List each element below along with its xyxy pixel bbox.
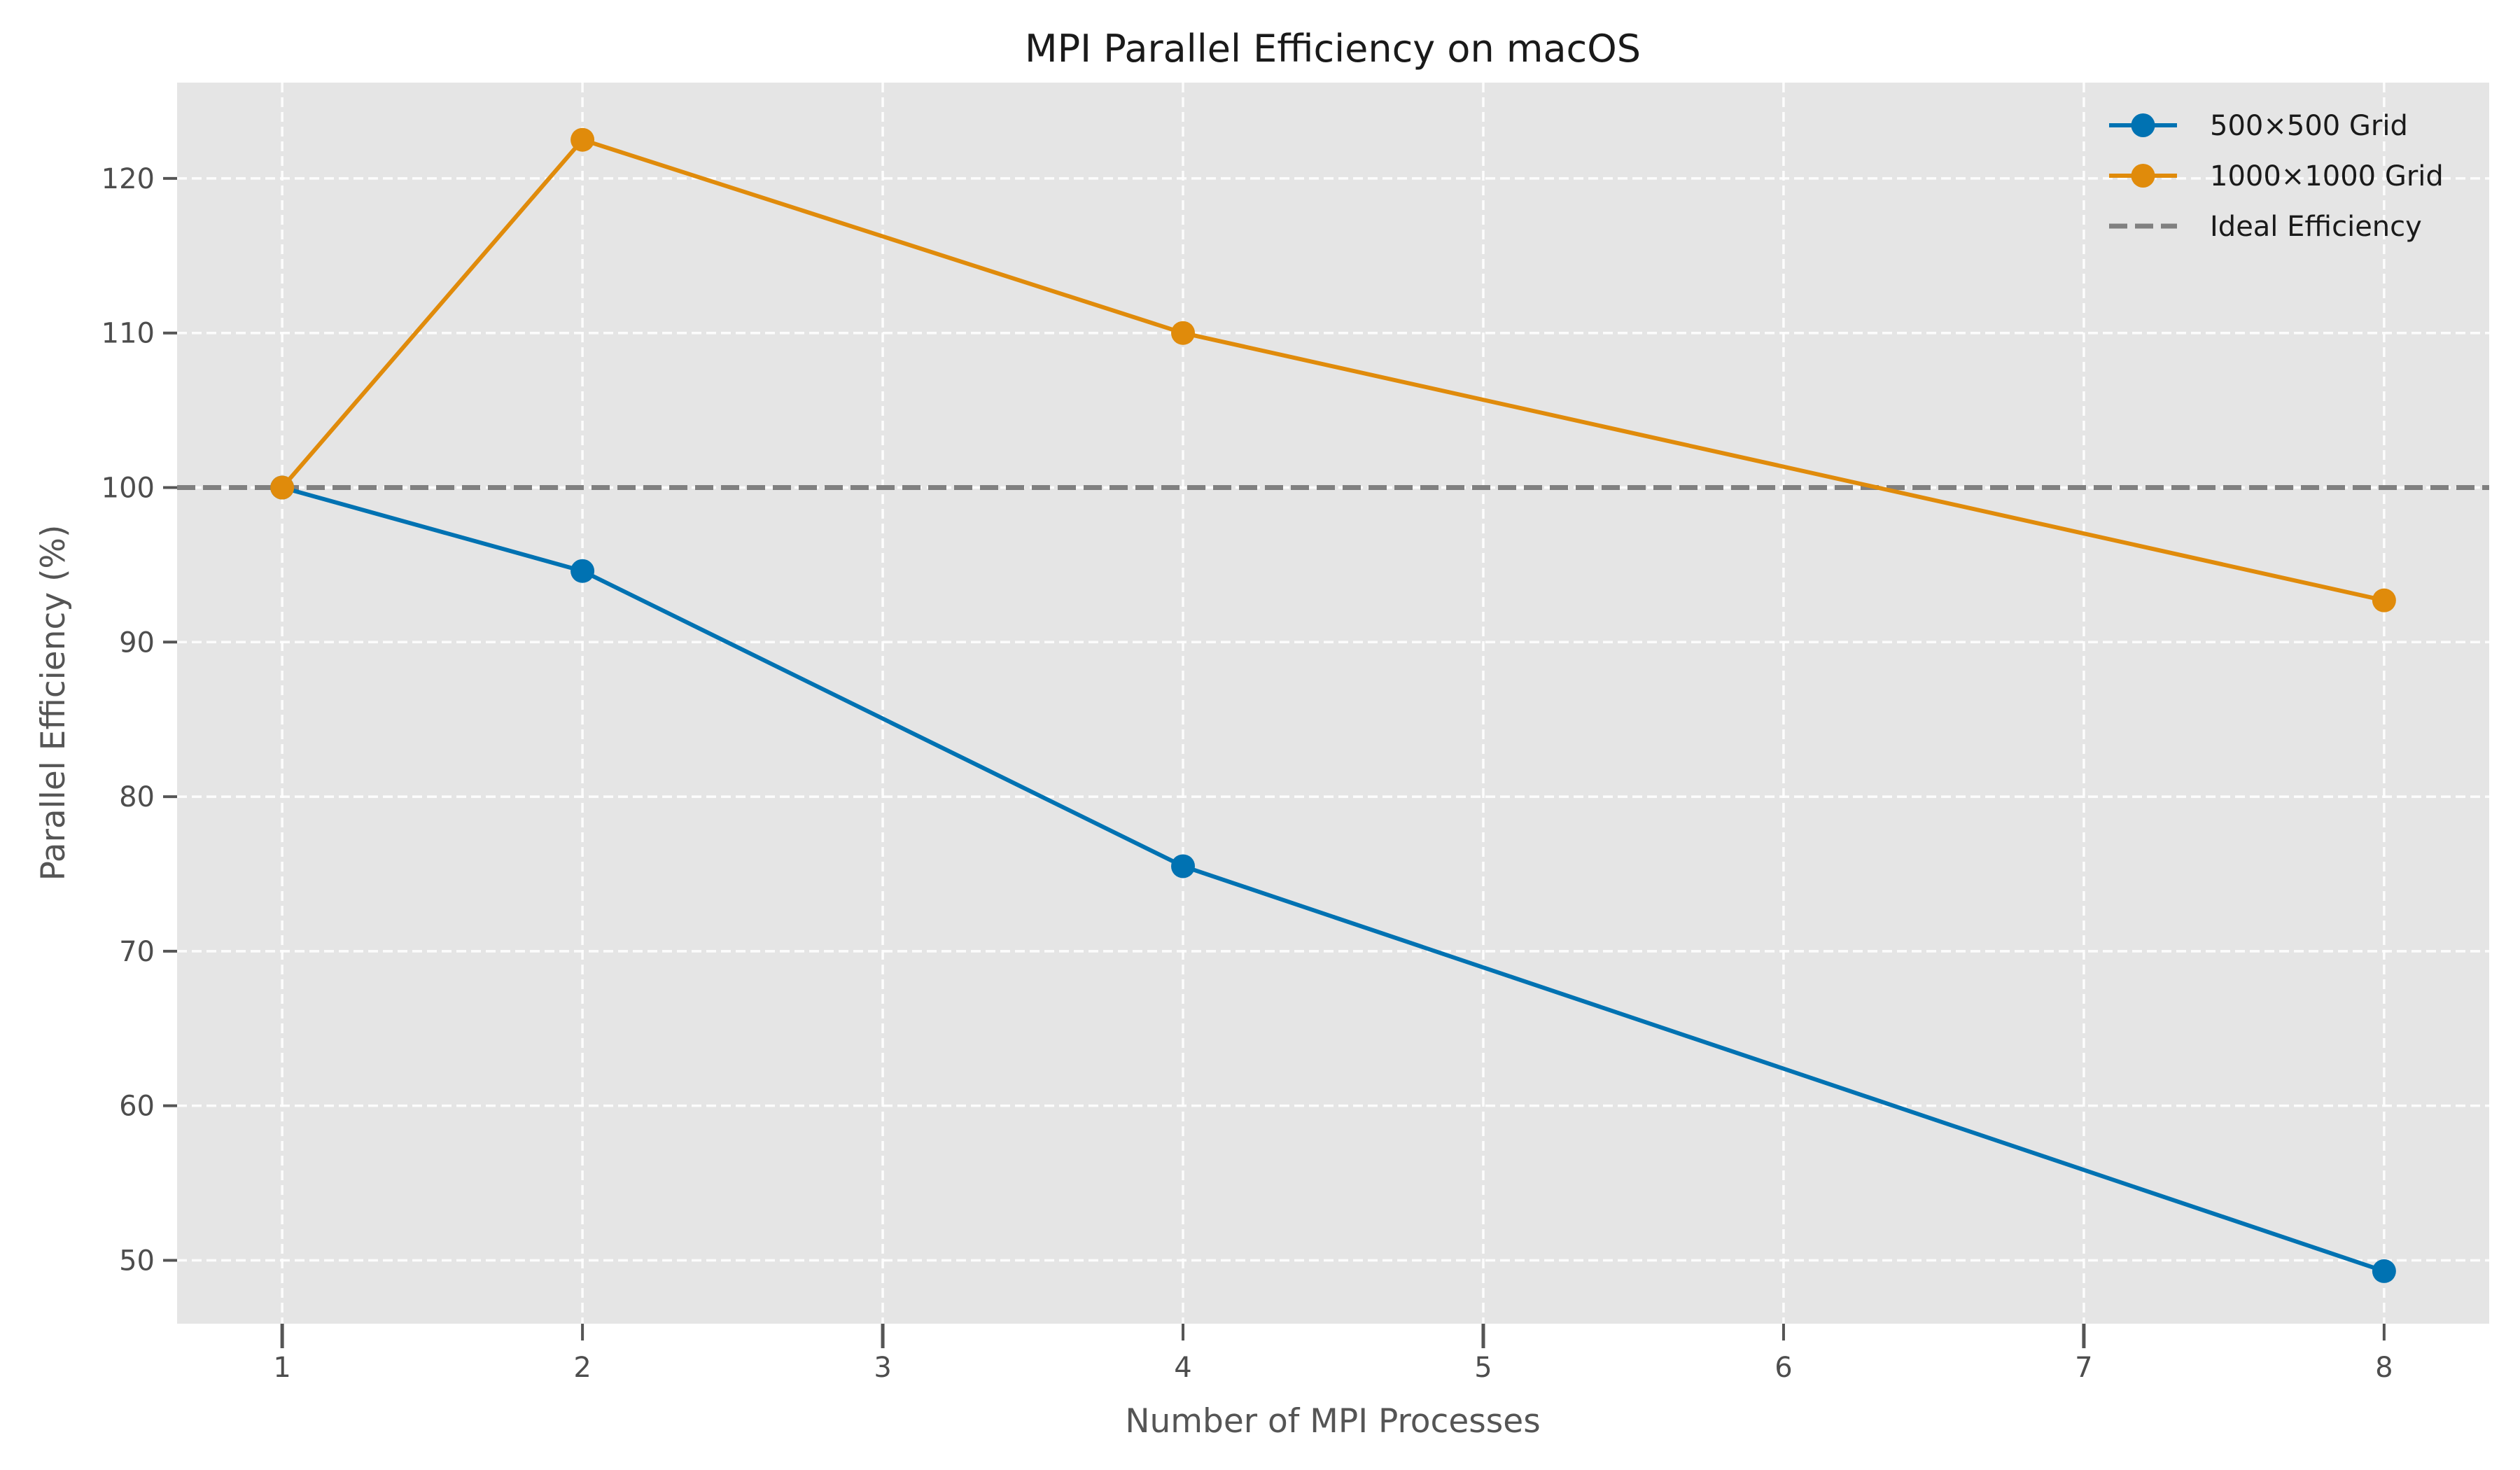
series-line-0 (281, 485, 2385, 1273)
data-point-1 (2372, 588, 2396, 612)
x-tick-label: 5 (1474, 1352, 1492, 1384)
y-tick-label: 90 (119, 626, 155, 659)
legend-label: 500×500 Grid (2210, 110, 2408, 142)
legend: 500×500 Grid 1000×1000 Grid Ideal Efficien… (2109, 110, 2444, 243)
series-group (270, 127, 2396, 1283)
x-tick-label: 7 (2075, 1352, 2092, 1384)
y-tick-label: 110 (102, 318, 155, 350)
x-tick-label: 2 (573, 1352, 591, 1384)
y-tick-label: 70 (119, 936, 155, 968)
data-point-0 (570, 559, 595, 583)
legend-marker (2131, 164, 2155, 188)
legend-marker (2131, 113, 2155, 137)
x-tick-label: 4 (1174, 1352, 1191, 1384)
x-tick-label: 3 (874, 1352, 891, 1384)
x-tick-label: 8 (2375, 1352, 2393, 1384)
x-tick-label: 1 (273, 1352, 290, 1384)
data-point-1 (570, 127, 595, 152)
y-tick-label: 80 (119, 781, 155, 813)
legend-label: Ideal Efficiency (2210, 211, 2422, 243)
y-tick-label: 100 (102, 472, 155, 504)
y-tick-label: 50 (119, 1245, 155, 1277)
data-point-0 (1171, 854, 1196, 878)
series-line-1 (280, 137, 2385, 603)
data-point-1 (1171, 321, 1196, 345)
data-point-0 (2372, 1259, 2396, 1283)
y-tick-label: 120 (102, 163, 155, 195)
chart-title: MPI Parallel Efficiency on macOS (1025, 27, 1641, 71)
data-point-1 (270, 475, 295, 500)
x-axis-label: Number of MPI Processes (1125, 1402, 1540, 1441)
y-axis-label: Parallel Efficiency (%) (34, 525, 73, 881)
x-tick-label: 6 (1774, 1352, 1792, 1384)
plot-background (177, 83, 2489, 1324)
axis-ticks: 1 2 3 4 5 6 7 8 50 60 70 80 90 100 110 120 (102, 163, 2393, 1384)
legend-label: 1000×1000 Grid (2210, 160, 2444, 192)
y-tick-label: 60 (119, 1091, 155, 1123)
